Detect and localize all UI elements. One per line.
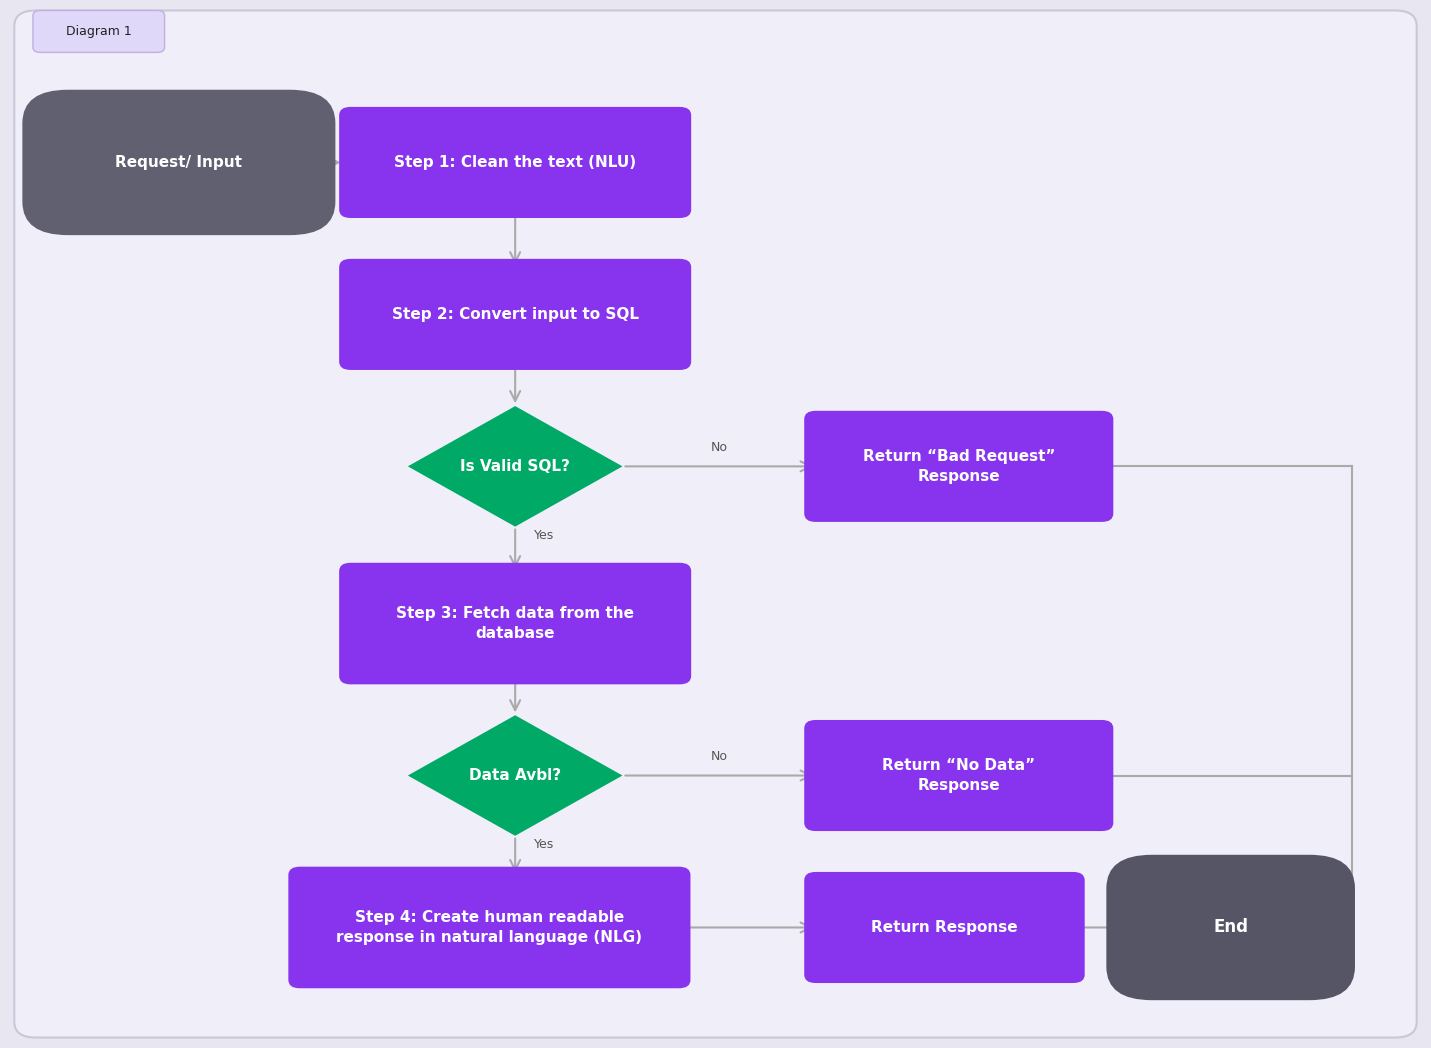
Text: Data Avbl?: Data Avbl? <box>469 768 561 783</box>
Text: Return “Bad Request”
Response: Return “Bad Request” Response <box>863 449 1055 484</box>
FancyBboxPatch shape <box>804 411 1113 522</box>
Polygon shape <box>408 715 622 836</box>
FancyBboxPatch shape <box>339 259 691 370</box>
Text: Yes: Yes <box>534 528 554 542</box>
Text: Diagram 1: Diagram 1 <box>66 25 132 38</box>
Text: Return Response: Return Response <box>871 920 1017 935</box>
Text: Yes: Yes <box>534 838 554 851</box>
Text: No: No <box>711 441 727 454</box>
Text: No: No <box>711 750 727 763</box>
Polygon shape <box>408 406 622 526</box>
Text: Is Valid SQL?: Is Valid SQL? <box>461 459 570 474</box>
FancyBboxPatch shape <box>339 563 691 684</box>
Text: Step 4: Create human readable
response in natural language (NLG): Step 4: Create human readable response i… <box>336 910 643 945</box>
Text: Step 3: Fetch data from the
database: Step 3: Fetch data from the database <box>396 606 634 641</box>
Text: End: End <box>1213 918 1248 937</box>
FancyBboxPatch shape <box>1106 855 1355 1000</box>
Text: Step 1: Clean the text (NLU): Step 1: Clean the text (NLU) <box>394 155 637 170</box>
FancyBboxPatch shape <box>804 872 1085 983</box>
Text: Return “No Data”
Response: Return “No Data” Response <box>881 758 1036 793</box>
FancyBboxPatch shape <box>33 10 165 52</box>
Text: Step 2: Convert input to SQL: Step 2: Convert input to SQL <box>392 307 638 322</box>
FancyBboxPatch shape <box>14 10 1417 1038</box>
FancyBboxPatch shape <box>23 90 335 235</box>
FancyBboxPatch shape <box>804 720 1113 831</box>
FancyBboxPatch shape <box>288 867 690 988</box>
FancyBboxPatch shape <box>339 107 691 218</box>
Text: Request/ Input: Request/ Input <box>116 155 242 170</box>
